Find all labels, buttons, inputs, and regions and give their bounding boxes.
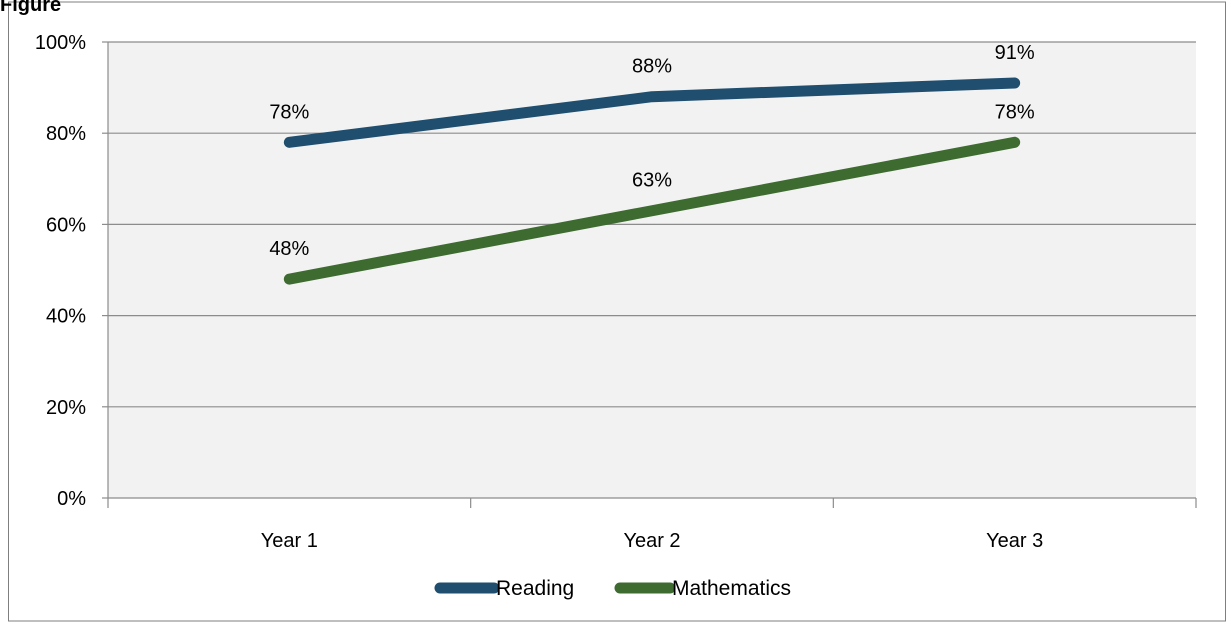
data-label: 91%: [995, 42, 1035, 64]
data-label: 48%: [269, 238, 309, 260]
chart-border: [8, 1, 1226, 622]
legend-label-mathematics: Mathematics: [672, 577, 791, 600]
chart-title-fragment: Figure: [0, 0, 61, 16]
x-tick-label: Year 2: [623, 530, 680, 552]
y-tick-label: 60%: [46, 214, 86, 236]
data-label: 63%: [632, 170, 672, 192]
series-lines: [283, 77, 1021, 285]
data-label: 88%: [632, 56, 672, 78]
y-tick-label: 20%: [46, 397, 86, 419]
data-label: 78%: [995, 101, 1035, 123]
axes: [102, 41, 1197, 508]
y-tick-label: 100%: [35, 32, 86, 54]
y-tick-label: 0%: [57, 488, 86, 510]
y-tick-label: 40%: [46, 306, 86, 328]
x-axis-tick-labels: Year 1 Year 2 Year 3: [261, 530, 1043, 552]
plot-background: [108, 42, 1196, 498]
data-label: 78%: [269, 101, 309, 123]
x-tick-label: Year 3: [986, 530, 1043, 552]
x-tick-label: Year 1: [261, 530, 318, 552]
legend-label-reading: Reading: [496, 577, 574, 600]
legend: Reading Mathematics: [434, 577, 791, 600]
gridlines: [108, 41, 1196, 408]
data-labels: 78% 88% 91% 48% 63% 78%: [269, 42, 1035, 260]
plot-area: [108, 42, 1196, 498]
y-axis-tick-labels: 0% 20% 40% 60% 80% 100%: [35, 32, 86, 510]
y-tick-label: 80%: [46, 123, 86, 145]
